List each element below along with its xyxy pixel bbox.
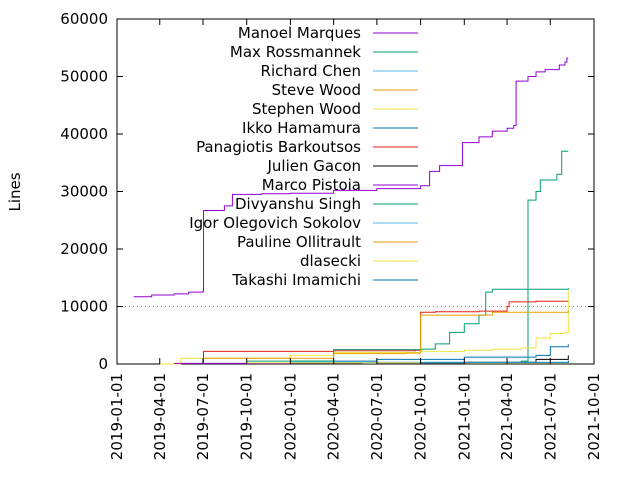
legend-label-4: Steve Wood	[272, 81, 361, 99]
x-axis: 2019-01-01 2019-04-01 2019-07-01 2019-10-01…	[108, 19, 603, 460]
y-tick-label-3: 30000	[60, 183, 108, 201]
legend-label-13: dlasecki	[300, 252, 361, 270]
y-tick-label-1: 10000	[60, 298, 108, 316]
x-tick-label-3: 2019-10-01	[238, 373, 256, 460]
x-tick-label-2: 2019-07-01	[194, 373, 212, 460]
legend-label-10: Divyanshu Singh	[235, 195, 361, 213]
legend-label-7: Panagiotis Barkoutsos	[196, 138, 361, 156]
series-line-1	[133, 57, 569, 298]
legend-label-5: Stephen Wood	[252, 100, 361, 118]
legend-label-12: Pauline Ollitrault	[237, 233, 361, 251]
y-tick-label-2: 20000	[60, 240, 108, 258]
legend-label-1: Manoel Marques	[238, 24, 361, 42]
series-line-12	[203, 310, 569, 359]
x-tick-label-0: 2019-01-01	[108, 373, 126, 460]
y-tick-label-0: 0	[98, 355, 108, 373]
series-layer	[133, 57, 569, 365]
x-tick-label-10: 2021-07-01	[541, 373, 559, 460]
x-tick-label-6: 2020-07-01	[368, 373, 386, 460]
y-tick-label-6: 60000	[60, 10, 108, 28]
x-tick-label-1: 2019-04-01	[151, 373, 169, 460]
legend-label-9: Marco Pistoia	[262, 176, 361, 194]
series-line-7	[203, 300, 569, 365]
series-line-14	[420, 360, 569, 364]
series-line-5	[159, 289, 569, 365]
legend-label-8: Julien Gacon	[266, 157, 361, 175]
x-tick-label-5: 2020-04-01	[325, 373, 343, 460]
legend-label-2: Max Rossmannek	[230, 43, 361, 61]
x-tick-label-7: 2020-10-01	[412, 373, 430, 460]
x-tick-label-9: 2021-04-01	[498, 373, 516, 460]
x-tick-label-4: 2020-01-01	[281, 373, 299, 460]
legend-label-6: Ikko Hamamura	[242, 119, 361, 137]
legend-label-3: Richard Chen	[261, 62, 361, 80]
series-line-10	[246, 288, 569, 362]
legend-label-14: Takashi Imamichi	[231, 271, 361, 289]
y-axis-label: Lines	[6, 172, 24, 211]
y-tick-label-4: 40000	[60, 125, 108, 143]
x-tick-label-11: 2021-10-01	[585, 373, 603, 460]
y-axis: 0 10000 20000 30000 40000 50000 60000	[60, 10, 594, 373]
series-line-2	[488, 150, 569, 364]
legend-label-11: Igor Olegovich Sokolov	[189, 214, 361, 232]
y-tick-label-5: 50000	[60, 68, 108, 86]
x-tick-label-8: 2021-01-01	[455, 373, 473, 460]
